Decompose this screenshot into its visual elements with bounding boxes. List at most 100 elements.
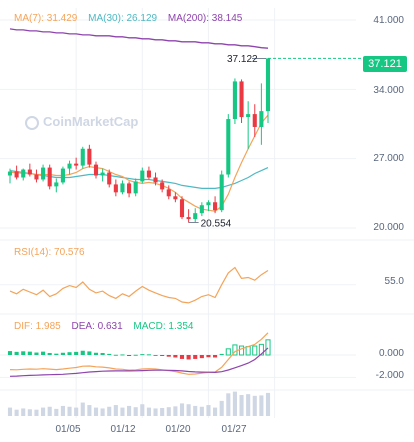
- candle-down: [127, 183, 132, 194]
- candle-up: [226, 119, 231, 175]
- volume-bar: [239, 395, 244, 416]
- macd-bar-positive: [232, 344, 238, 356]
- candle-down: [166, 189, 171, 197]
- current-price-tag: 37.121: [363, 56, 407, 72]
- volume-bar: [127, 405, 132, 416]
- candle-down: [87, 148, 92, 165]
- volume-bar: [113, 405, 118, 416]
- volume-bar: [219, 400, 224, 416]
- date-label-0120: 01/20: [165, 424, 191, 435]
- price-axis-label-41: 41.000: [373, 15, 404, 26]
- volume-bar: [87, 405, 92, 416]
- volume-bar: [226, 393, 231, 416]
- macd-bar-positive: [41, 351, 46, 355]
- macd-bar-negative: [206, 355, 211, 358]
- candle-down: [146, 170, 151, 178]
- volume-bar: [146, 407, 151, 416]
- volume-bar: [160, 408, 165, 416]
- macd-bar-positive: [67, 352, 72, 355]
- macd-bar-negative: [166, 355, 171, 357]
- macd-bar-positive: [120, 354, 125, 356]
- macd-bar-negative: [186, 355, 191, 360]
- price-axis-label-34: 34.000: [373, 85, 404, 96]
- macd-legend: DIF: 1.985 DEA: 0.631 MACD: 1.354: [14, 321, 201, 332]
- macd-bar-positive: [60, 352, 65, 355]
- candle-up: [7, 171, 13, 176]
- macd-bar-positive: [27, 351, 32, 355]
- candle-down: [179, 199, 185, 218]
- volume-bar: [107, 406, 112, 416]
- dea-line: [9, 347, 269, 377]
- macd-bar-positive: [238, 345, 245, 356]
- candle-up: [100, 172, 105, 176]
- macd-bar-positive: [47, 352, 52, 355]
- macd-bar-positive: [245, 346, 251, 356]
- candle-down: [239, 81, 244, 118]
- macd-bar-negative: [199, 355, 204, 359]
- macd-bar-positive: [146, 354, 151, 356]
- volume-bar: [259, 395, 264, 416]
- macd-bar-positive: [252, 345, 258, 356]
- volume-bar: [173, 406, 178, 416]
- volume-bar: [232, 391, 237, 416]
- macd-bar-positive: [219, 353, 224, 355]
- macd-axis-label-neg2: -2.000: [375, 370, 404, 381]
- volume-bar: [153, 408, 158, 416]
- dif-line: [9, 332, 269, 375]
- macd-bar-positive: [265, 339, 271, 356]
- date-label-0127: 01/27: [221, 424, 247, 435]
- candle-up: [219, 174, 224, 211]
- volume-bar: [27, 409, 32, 416]
- macd-bar-positive: [100, 352, 105, 355]
- candle-up: [60, 168, 65, 183]
- macd-bar-positive: [153, 355, 158, 356]
- macd-bar-negative: [173, 355, 178, 358]
- candle-up: [140, 170, 145, 182]
- macd-bar-positive: [133, 354, 138, 356]
- macd-bar-positive: [34, 352, 39, 355]
- candle-up: [21, 169, 26, 178]
- candle-up: [193, 213, 198, 220]
- macd-bar-positive: [21, 351, 26, 355]
- volume-bar: [246, 394, 251, 416]
- volume-bar: [67, 406, 72, 416]
- ma7-legend: MA(7): 31.429: [14, 13, 78, 24]
- macd-bar-positive: [54, 353, 59, 355]
- candle-up: [259, 111, 264, 127]
- macd-bar-negative: [179, 355, 185, 359]
- candle-down: [153, 177, 158, 183]
- volume-bar: [74, 407, 79, 416]
- macd-bar-positive: [7, 351, 13, 355]
- rsi-legend: RSI(14): 70.576: [14, 247, 85, 258]
- volume-bar: [206, 405, 211, 416]
- volume-bar: [100, 408, 105, 416]
- macd-bar-negative: [127, 355, 132, 356]
- candle-down: [27, 169, 32, 175]
- volume-bar: [14, 409, 19, 416]
- candle-up: [67, 163, 72, 169]
- macd-bar-positive: [225, 348, 231, 356]
- candle-down: [107, 172, 112, 185]
- volume-bar: [186, 404, 191, 416]
- dif-legend: DIF: 1.985: [14, 321, 61, 332]
- candle-down: [213, 202, 218, 211]
- low-marker-label: 20.554: [201, 219, 232, 230]
- candle-down: [93, 164, 99, 176]
- volume-bar: [120, 407, 125, 416]
- volume-bar: [133, 407, 138, 416]
- macd-bar-negative: [160, 355, 165, 356]
- macd-bar-positive: [14, 351, 19, 355]
- coinmarketcap-logo-icon: [25, 116, 39, 130]
- candle-up: [232, 81, 237, 120]
- macd-bar-negative: [213, 355, 218, 358]
- volume-bar: [93, 407, 99, 416]
- candle-up: [246, 114, 251, 118]
- volume-bar: [47, 406, 52, 416]
- volume-bar: [60, 405, 65, 416]
- macd-bar-positive: [87, 351, 92, 355]
- macd-bar-positive: [107, 353, 112, 355]
- volume-bar: [140, 404, 145, 416]
- macd-value-legend: MACD: 1.354: [133, 321, 194, 332]
